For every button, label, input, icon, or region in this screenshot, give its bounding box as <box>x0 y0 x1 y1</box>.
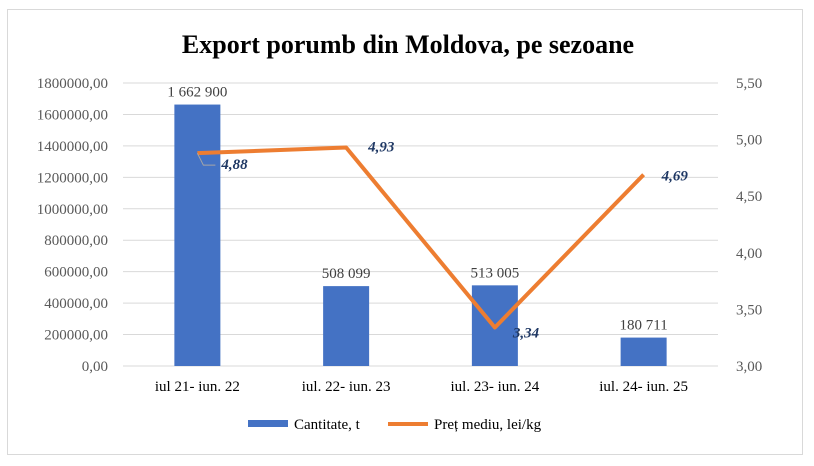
bar <box>323 286 370 366</box>
left-axis-ticks: 0,00 200000,00 400000,00 600000,00 800000,00… <box>37 76 108 375</box>
left-tick-label: 1200000,00 <box>37 170 108 186</box>
line-series <box>197 145 646 330</box>
line-data-label: 3,34 <box>512 326 540 342</box>
bar <box>620 337 667 366</box>
gridlines <box>123 82 718 367</box>
category-label: iul. 24- iun. 25 <box>599 379 688 395</box>
left-tick-label: 200000,00 <box>44 328 108 344</box>
legend-bar-label: Cantitate, t <box>294 417 361 433</box>
line-data-label: 4,93 <box>367 140 395 156</box>
right-tick-label: 4,00 <box>736 246 762 262</box>
legend: Cantitate, t Preț mediu, lei/kg <box>248 417 542 433</box>
bar-data-labels: 1 662 900 508 099 513 005 180 711 <box>167 85 667 334</box>
right-tick-label: 3,50 <box>736 302 762 318</box>
left-tick-label: 1600000,00 <box>37 107 108 123</box>
left-tick-label: 400000,00 <box>44 296 108 312</box>
left-tick-label: 0,00 <box>82 359 108 375</box>
line-data-label: 4,88 <box>220 157 248 173</box>
legend-line-label: Preț mediu, lei/kg <box>434 417 542 433</box>
label-leader-line <box>196 152 216 166</box>
line-data-label: 4,69 <box>661 169 689 185</box>
left-tick-label: 1400000,00 <box>37 139 108 155</box>
bar <box>174 104 221 366</box>
left-tick-label: 800000,00 <box>44 233 108 249</box>
right-tick-label: 4,50 <box>736 189 762 205</box>
bar-data-label: 180 711 <box>620 318 668 334</box>
line-data-labels: 4,88 4,93 3,34 4,69 <box>196 140 689 342</box>
right-axis-ticks: 3,00 3,50 4,00 4,50 5,00 5,50 <box>736 76 762 375</box>
category-labels: iul 21- iun. 22 iul. 22- iun. 23 iul. 23- … <box>155 379 688 395</box>
right-tick-label: 5,00 <box>736 133 762 149</box>
right-tick-label: 3,00 <box>736 359 762 375</box>
bar-data-label: 513 005 <box>471 265 520 281</box>
legend-bar-swatch <box>248 420 288 427</box>
left-tick-label: 600000,00 <box>44 265 108 281</box>
right-tick-label: 5,50 <box>736 76 762 92</box>
bar-data-label: 1 662 900 <box>167 85 227 101</box>
line-path <box>197 145 646 330</box>
category-label: iul 21- iun. 22 <box>155 379 240 395</box>
category-label: iul. 23- iun. 24 <box>451 379 540 395</box>
chart-title: Export porumb din Moldova, pe sezoane <box>182 30 634 59</box>
left-tick-label: 1800000,00 <box>37 76 108 92</box>
left-tick-label: 1000000,00 <box>37 202 108 218</box>
bar-data-label: 508 099 <box>322 266 371 282</box>
category-label: iul. 22- iun. 23 <box>302 379 391 395</box>
